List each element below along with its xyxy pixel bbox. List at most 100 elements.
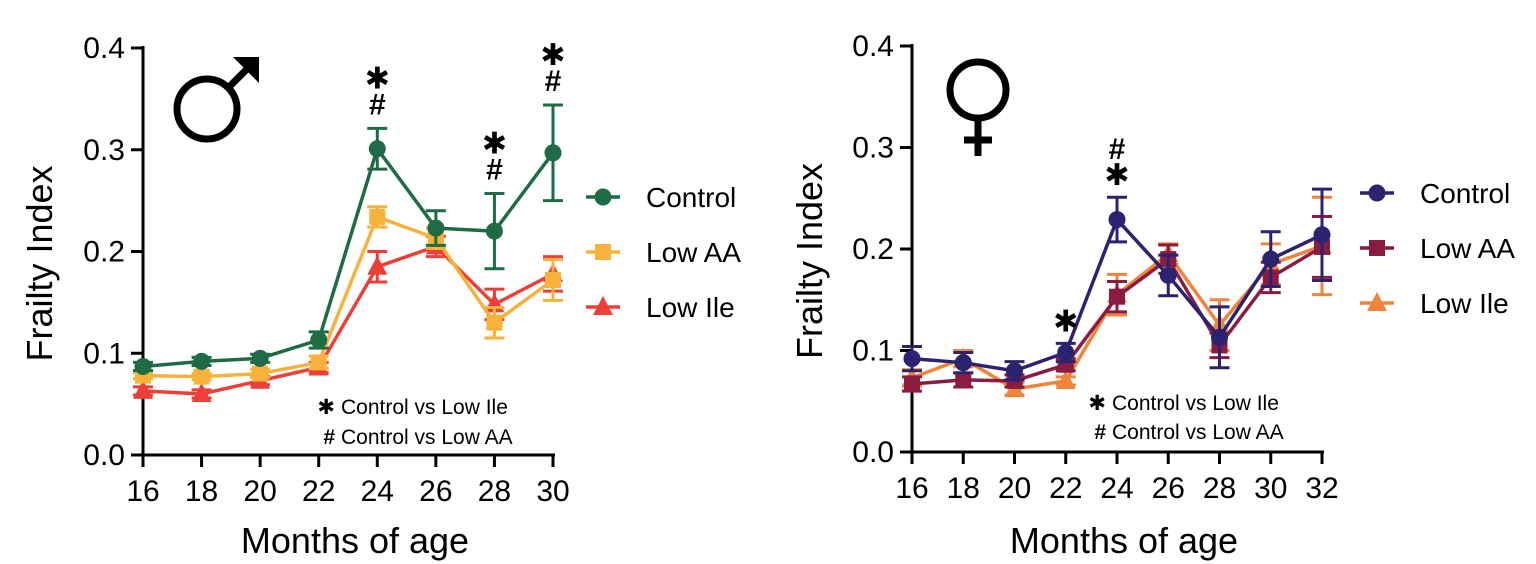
x-tick-label: 26 xyxy=(419,475,452,508)
data-point xyxy=(1108,211,1126,229)
legend-label: Low Ile xyxy=(1420,288,1509,319)
data-point xyxy=(1057,344,1075,362)
legend-marker xyxy=(594,188,612,206)
x-tick-label: 30 xyxy=(536,475,569,508)
note-text: Control vs Low AA xyxy=(1112,421,1284,444)
data-point xyxy=(904,375,920,392)
data-point xyxy=(1006,362,1023,380)
data-point xyxy=(367,255,388,275)
legend-label: Control xyxy=(646,182,736,213)
note-text: Control vs Low Ile xyxy=(1112,392,1279,415)
x-tick-label: 24 xyxy=(1100,472,1133,505)
data-point xyxy=(310,331,328,349)
y-tick-label: 0.2 xyxy=(852,233,894,266)
y-tick-label: 0.1 xyxy=(852,335,894,368)
female-symbol-icon xyxy=(946,58,1010,156)
legend-marker xyxy=(1369,240,1385,256)
x-tick-label: 16 xyxy=(895,472,928,505)
y-tick-label: 0.3 xyxy=(83,134,125,167)
data-point xyxy=(1159,266,1177,284)
significance-mark: # xyxy=(1109,133,1126,166)
legend-item: Low AA xyxy=(586,237,741,268)
series-control xyxy=(133,103,563,375)
legend-marker xyxy=(1367,292,1387,311)
legend-item: Low Ile xyxy=(586,292,735,323)
x-tick-label: 28 xyxy=(1203,472,1236,505)
legend-marker xyxy=(1368,184,1386,202)
data-point xyxy=(310,354,327,371)
y-tick-label: 0.2 xyxy=(83,236,125,269)
x-tick-label: 18 xyxy=(185,475,218,508)
data-point xyxy=(485,222,503,240)
data-point xyxy=(251,349,269,367)
data-point xyxy=(1313,226,1331,244)
y-tick-label: 0.0 xyxy=(83,439,125,472)
legend-item: Control xyxy=(1360,178,1510,209)
legend-label: Low AA xyxy=(1420,233,1515,264)
note-text: Control vs Low Ile xyxy=(341,396,508,419)
significance-mark: ✱ xyxy=(482,128,507,161)
x-tick-label: 28 xyxy=(478,475,511,508)
data-point xyxy=(544,144,562,162)
note-text: Control vs Low AA xyxy=(341,426,513,449)
legend-marker xyxy=(593,296,613,315)
series-control xyxy=(902,187,1332,382)
x-tick-label: 30 xyxy=(1254,472,1287,505)
data-point xyxy=(545,271,561,288)
significance-mark: ✱ xyxy=(1104,159,1129,192)
data-point xyxy=(368,140,386,158)
y-tick-label: 0.4 xyxy=(852,30,894,63)
data-point xyxy=(427,219,445,237)
y-tick-label: 0.3 xyxy=(852,132,894,165)
note-symbol: # xyxy=(1094,421,1106,444)
data-point xyxy=(1109,288,1125,305)
legend-label: Low AA xyxy=(646,237,741,268)
x-axis-title: Months of age xyxy=(241,520,469,561)
data-point xyxy=(193,368,210,385)
chart-panel-male: 0.0 0.1 0.2 0.3 0.4 16 18 20 22 24 26 28 30 Months of… xyxy=(19,32,741,561)
y-tick-label: 0.4 xyxy=(83,32,125,65)
data-point xyxy=(1055,369,1076,389)
legend-label: Control xyxy=(1420,178,1510,209)
significance-mark: ✱ xyxy=(365,62,390,95)
y-axis-title: Frailty Index xyxy=(789,163,830,359)
significance-mark: # xyxy=(545,65,562,98)
x-tick-label: 20 xyxy=(998,472,1031,505)
male-symbol-icon xyxy=(173,57,259,143)
significance-mark: # xyxy=(486,154,503,187)
data-point xyxy=(191,382,212,402)
legend-item: Low AA xyxy=(1360,233,1515,264)
legend-marker xyxy=(595,244,611,260)
data-point xyxy=(193,352,211,370)
series-low-aa xyxy=(133,205,563,385)
y-axis-title: Frailty Index xyxy=(19,165,60,361)
series-line xyxy=(142,244,554,396)
y-tick-label: 0.1 xyxy=(83,337,125,370)
x-tick-label: 22 xyxy=(1049,472,1082,505)
legend-item: Low Ile xyxy=(1360,288,1509,319)
legend-label: Low Ile xyxy=(646,292,735,323)
legend-item: Control xyxy=(586,182,736,213)
series-line xyxy=(142,214,555,379)
data-point xyxy=(486,314,503,331)
data-point xyxy=(133,379,153,399)
x-axis-title: Months of age xyxy=(1010,520,1238,561)
data-point xyxy=(903,350,921,368)
x-tick-label: 16 xyxy=(126,475,159,508)
x-tick-label: 18 xyxy=(947,472,980,505)
x-tick-label: 24 xyxy=(361,475,394,508)
x-tick-label: 32 xyxy=(1305,472,1338,505)
series-line xyxy=(142,144,555,369)
data-point xyxy=(955,371,972,388)
x-tick-label: 20 xyxy=(243,475,276,508)
y-tick-label: 0.0 xyxy=(852,436,894,469)
note-symbol: ✱ xyxy=(317,396,335,419)
significance-mark: # xyxy=(369,88,386,121)
data-point xyxy=(1262,250,1280,268)
note-symbol: # xyxy=(323,426,335,449)
data-point xyxy=(954,354,972,372)
note-symbol: ✱ xyxy=(1088,392,1106,415)
x-tick-label: 26 xyxy=(1152,472,1185,505)
data-point xyxy=(252,365,269,382)
